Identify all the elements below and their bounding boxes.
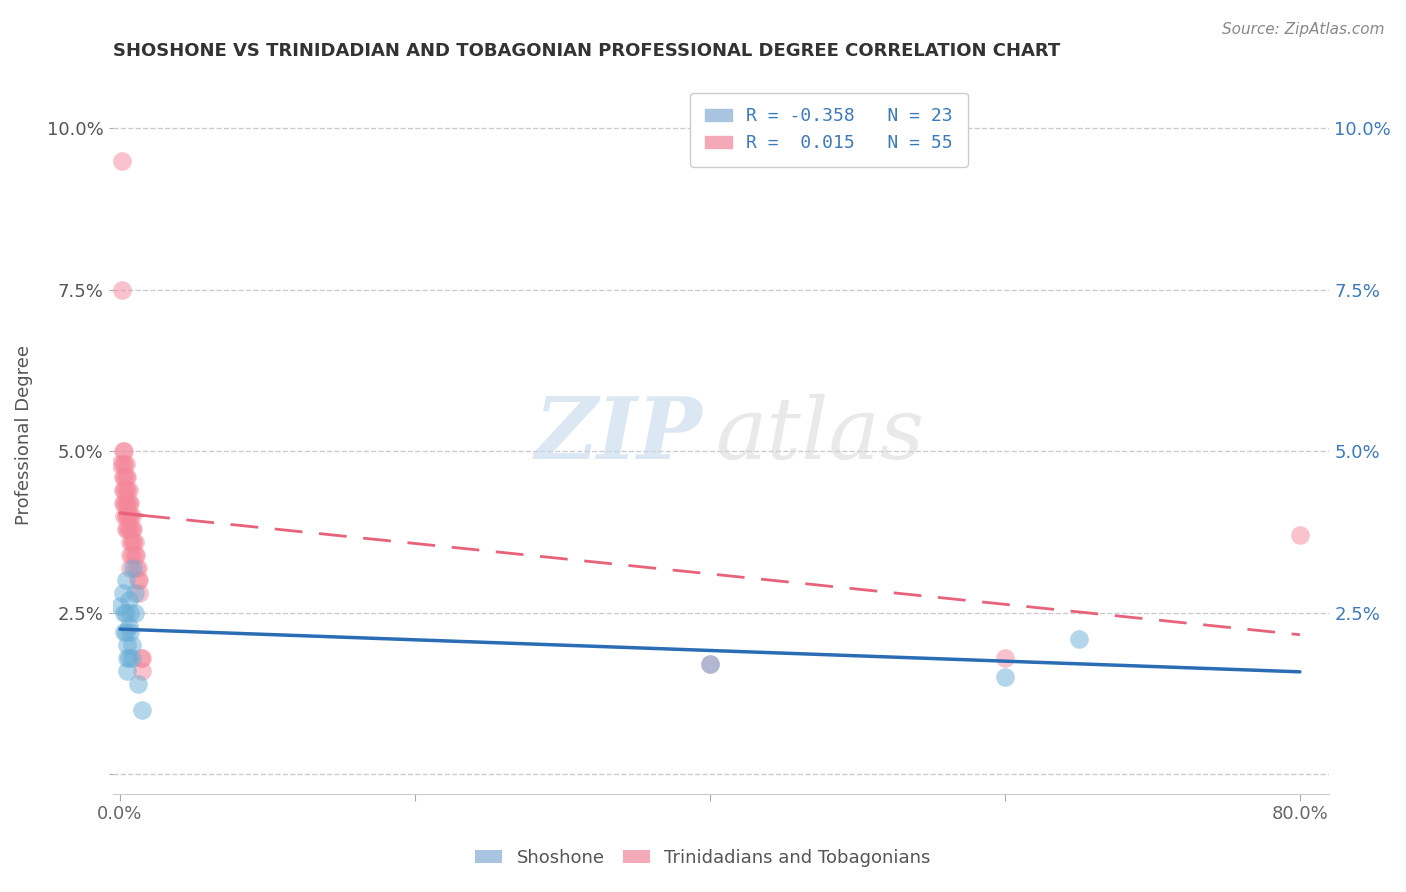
Point xyxy=(115,606,138,620)
Point xyxy=(118,483,141,497)
Point xyxy=(118,651,141,665)
Point xyxy=(118,496,141,510)
Point xyxy=(122,534,145,549)
Point xyxy=(120,606,142,620)
Point xyxy=(108,457,131,471)
Point xyxy=(118,618,141,632)
Point xyxy=(114,625,136,640)
Point xyxy=(128,586,150,600)
Point xyxy=(117,496,139,510)
Point xyxy=(117,651,139,665)
Point xyxy=(117,638,139,652)
Point xyxy=(111,470,134,484)
Point xyxy=(115,625,138,640)
Point xyxy=(110,283,132,297)
Point xyxy=(129,651,152,665)
Point xyxy=(120,560,142,574)
Point xyxy=(111,483,134,497)
Point xyxy=(115,522,138,536)
Point xyxy=(121,638,143,652)
Point xyxy=(114,444,136,458)
Point xyxy=(114,483,136,497)
Text: ZIP: ZIP xyxy=(534,393,703,477)
Point xyxy=(124,548,146,562)
Point xyxy=(118,592,141,607)
Point xyxy=(117,664,139,678)
Point xyxy=(115,457,138,471)
Point xyxy=(128,574,150,588)
Point xyxy=(117,483,139,497)
Point xyxy=(120,508,142,523)
Text: SHOSHONE VS TRINIDADIAN AND TOBAGONIAN PROFESSIONAL DEGREE CORRELATION CHART: SHOSHONE VS TRINIDADIAN AND TOBAGONIAN P… xyxy=(112,42,1060,60)
Point xyxy=(117,522,139,536)
Point xyxy=(117,470,139,484)
Point xyxy=(111,457,134,471)
Point xyxy=(108,599,131,614)
Point xyxy=(114,457,136,471)
Point xyxy=(120,496,142,510)
Point xyxy=(124,586,146,600)
Legend: R = -0.358   N = 23, R =  0.015   N = 55: R = -0.358 N = 23, R = 0.015 N = 55 xyxy=(690,93,967,167)
Point xyxy=(121,522,143,536)
Point xyxy=(994,670,1017,684)
Point xyxy=(111,444,134,458)
Point xyxy=(131,664,153,678)
Point xyxy=(127,574,149,588)
Point xyxy=(115,483,138,497)
Point xyxy=(114,508,136,523)
Point xyxy=(121,534,143,549)
Point xyxy=(1067,632,1090,646)
Point xyxy=(114,470,136,484)
Point xyxy=(115,508,138,523)
Text: atlas: atlas xyxy=(714,393,924,476)
Point xyxy=(110,153,132,168)
Point xyxy=(994,651,1017,665)
Point xyxy=(114,606,136,620)
Text: Source: ZipAtlas.com: Source: ZipAtlas.com xyxy=(1222,22,1385,37)
Point xyxy=(699,657,721,672)
Point xyxy=(124,606,146,620)
Point xyxy=(125,560,148,574)
Point xyxy=(114,496,136,510)
Point xyxy=(120,522,142,536)
Point xyxy=(111,496,134,510)
Point xyxy=(121,651,143,665)
Point xyxy=(115,496,138,510)
Point xyxy=(127,560,149,574)
Point xyxy=(122,522,145,536)
Point xyxy=(120,548,142,562)
Legend: Shoshone, Trinidadians and Tobagonians: Shoshone, Trinidadians and Tobagonians xyxy=(468,842,938,874)
Point xyxy=(115,470,138,484)
Point xyxy=(115,574,138,588)
Point xyxy=(131,651,153,665)
Point xyxy=(118,508,141,523)
Point xyxy=(127,677,149,691)
Point xyxy=(1289,528,1312,542)
Y-axis label: Professional Degree: Professional Degree xyxy=(15,345,32,525)
Point xyxy=(699,657,721,672)
Point xyxy=(121,548,143,562)
Point xyxy=(122,560,145,574)
Point xyxy=(120,534,142,549)
Point xyxy=(124,534,146,549)
Point xyxy=(131,703,153,717)
Point xyxy=(117,508,139,523)
Point xyxy=(121,508,143,523)
Point xyxy=(118,522,141,536)
Point xyxy=(125,548,148,562)
Point xyxy=(120,625,142,640)
Point xyxy=(111,586,134,600)
